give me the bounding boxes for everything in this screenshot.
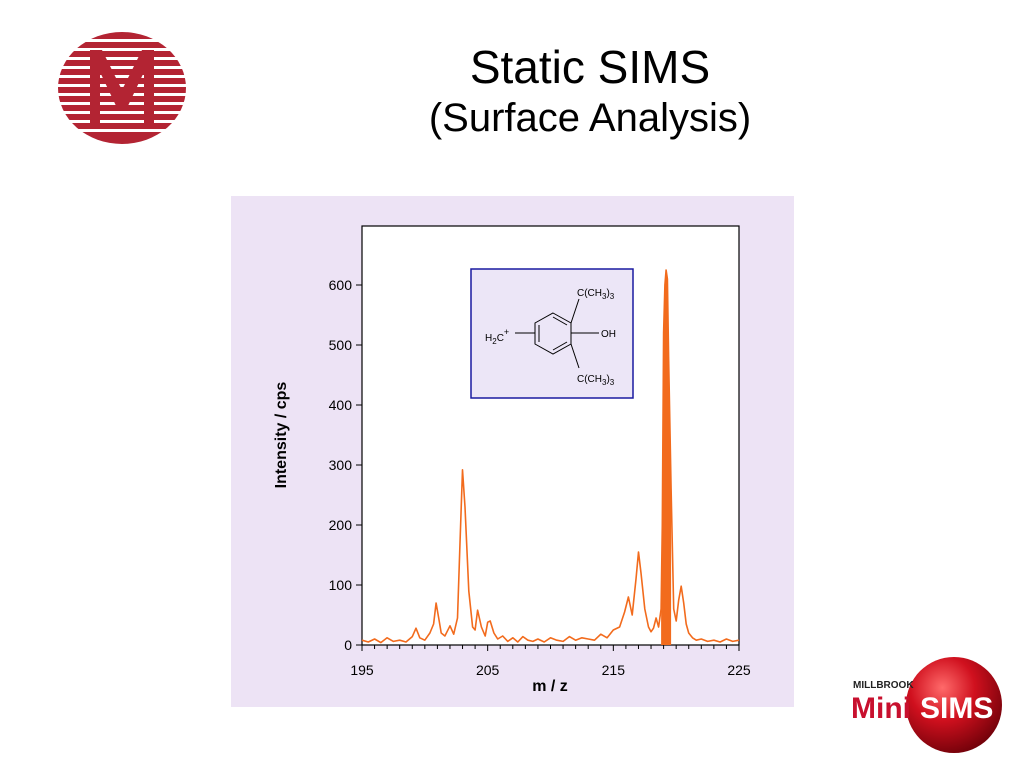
inset-frame bbox=[470, 268, 634, 399]
data-layer bbox=[361, 269, 740, 645]
brand-mini-text: Mini bbox=[851, 692, 911, 725]
y-axis-title: Intensity / cps bbox=[273, 382, 290, 489]
main-peak-fill bbox=[661, 270, 672, 645]
brand-millbrook-text: MILLBROOK bbox=[853, 680, 914, 691]
logo-stripes bbox=[58, 32, 186, 144]
x-axis-title: m / z bbox=[532, 678, 568, 695]
plot-area bbox=[361, 225, 740, 646]
methylene-cation-label: H2C+ bbox=[485, 327, 509, 346]
logo-sphere bbox=[906, 657, 1002, 753]
hydroxyl-label: OH bbox=[601, 329, 616, 340]
y-tick-label-500: 500 bbox=[329, 337, 353, 353]
company-logo bbox=[58, 32, 186, 144]
logo-m-mark bbox=[90, 50, 154, 126]
structure-inset: C(CH3)3 OH C(CH3)3 H2C+ bbox=[470, 268, 634, 399]
title-block: Static SIMS (Surface Analysis) bbox=[330, 40, 850, 142]
molecule-drawing bbox=[515, 298, 599, 369]
bond-top bbox=[570, 298, 580, 324]
minisims-logo: MILLBROOK Mini SIMS bbox=[851, 657, 1002, 753]
bond-bottom bbox=[570, 343, 580, 369]
slide-title: Static SIMS bbox=[469, 41, 711, 93]
tbutyl-bottom-label: C(CH3)3 bbox=[577, 374, 615, 387]
x-tick-label-205: 205 bbox=[476, 662, 500, 678]
x-tick-label-215: 215 bbox=[602, 662, 626, 678]
y-tick-label-300: 300 bbox=[329, 457, 353, 473]
tbutyl-top-label: C(CH3)3 bbox=[577, 288, 615, 301]
y-tick-label-0: 0 bbox=[344, 637, 352, 653]
y-tick-label-400: 400 bbox=[329, 397, 353, 413]
brand-sims-text: SIMS bbox=[920, 692, 993, 725]
y-tick-label-100: 100 bbox=[329, 577, 353, 593]
axis-layer: 0 100 200 300 400 500 600 195 205 215 225 bbox=[329, 225, 751, 678]
x-tick-label-225: 225 bbox=[727, 662, 751, 678]
y-tick-label-600: 600 bbox=[329, 277, 353, 293]
slide-subtitle: (Surface Analysis) bbox=[428, 96, 752, 140]
spectrum-line bbox=[361, 269, 740, 644]
chart-panel: 0 100 200 300 400 500 600 195 205 215 225 C(CH3)3 … bbox=[231, 196, 794, 707]
y-tick-label-200: 200 bbox=[329, 517, 353, 533]
mass-spectrum-chart: 0 100 200 300 400 500 600 195 205 215 225 C(CH3)3 … bbox=[273, 225, 751, 695]
x-tick-label-195: 195 bbox=[350, 662, 374, 678]
